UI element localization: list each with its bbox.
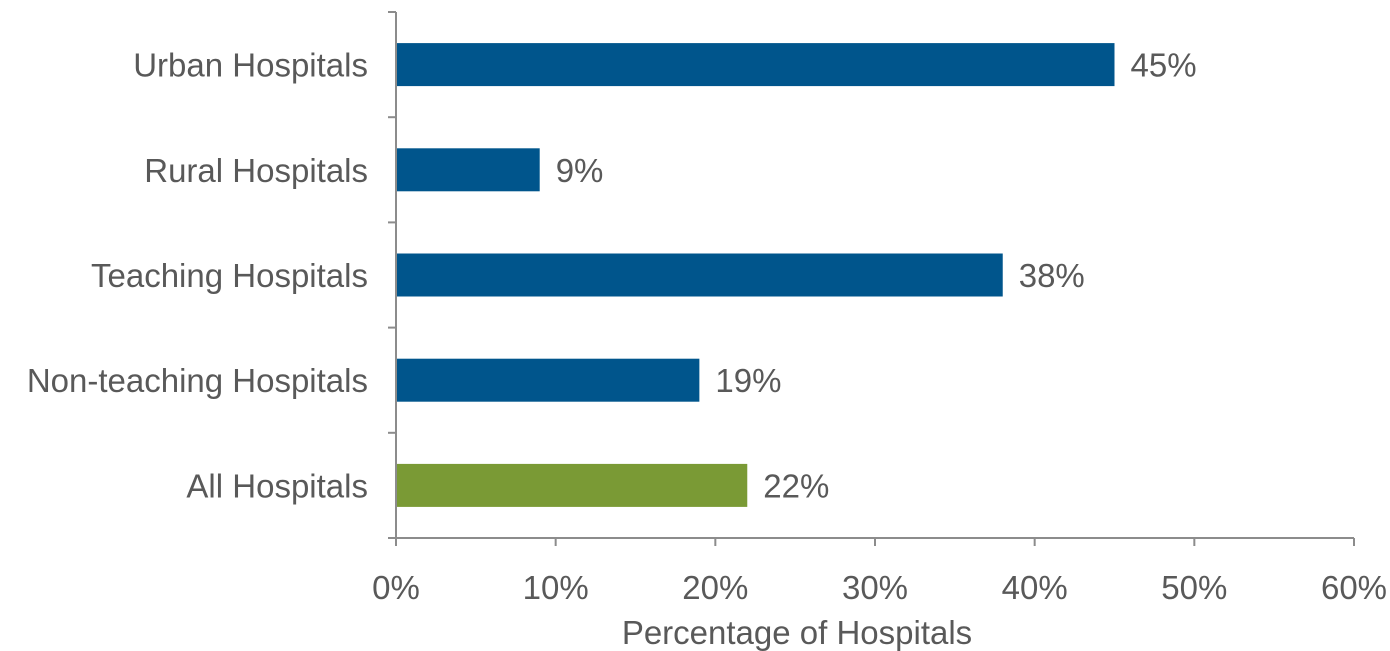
data-label: 9% xyxy=(556,152,604,189)
data-label: 45% xyxy=(1131,47,1197,84)
bar xyxy=(396,253,1003,297)
category-label: Teaching Hospitals xyxy=(91,257,368,294)
bar xyxy=(396,43,1115,87)
category-label: All Hospitals xyxy=(186,467,368,504)
bar xyxy=(396,463,748,507)
category-label: Non-teaching Hospitals xyxy=(27,362,368,399)
data-label: 22% xyxy=(763,467,829,504)
data-label: 38% xyxy=(1019,257,1085,294)
bar xyxy=(396,148,540,192)
category-label: Rural Hospitals xyxy=(144,152,368,189)
data-label: 19% xyxy=(715,362,781,399)
bars-layer xyxy=(396,43,1115,507)
bar xyxy=(396,358,700,402)
x-tick-label: 20% xyxy=(682,569,748,606)
x-axis-title: Percentage of Hospitals xyxy=(622,614,972,651)
x-tick-label: 50% xyxy=(1161,569,1227,606)
ticks-layer xyxy=(388,11,1355,546)
x-tick-label: 10% xyxy=(523,569,589,606)
x-tick-label: 40% xyxy=(1002,569,1068,606)
labels-layer: 0% 10% 20% 30% 40% 50% 60% Urban Hospitals 45% Ru… xyxy=(27,47,1387,606)
x-tick-label: 60% xyxy=(1321,569,1387,606)
x-tick-label: 30% xyxy=(842,569,908,606)
x-tick-label: 0% xyxy=(372,569,420,606)
category-label: Urban Hospitals xyxy=(133,47,368,84)
